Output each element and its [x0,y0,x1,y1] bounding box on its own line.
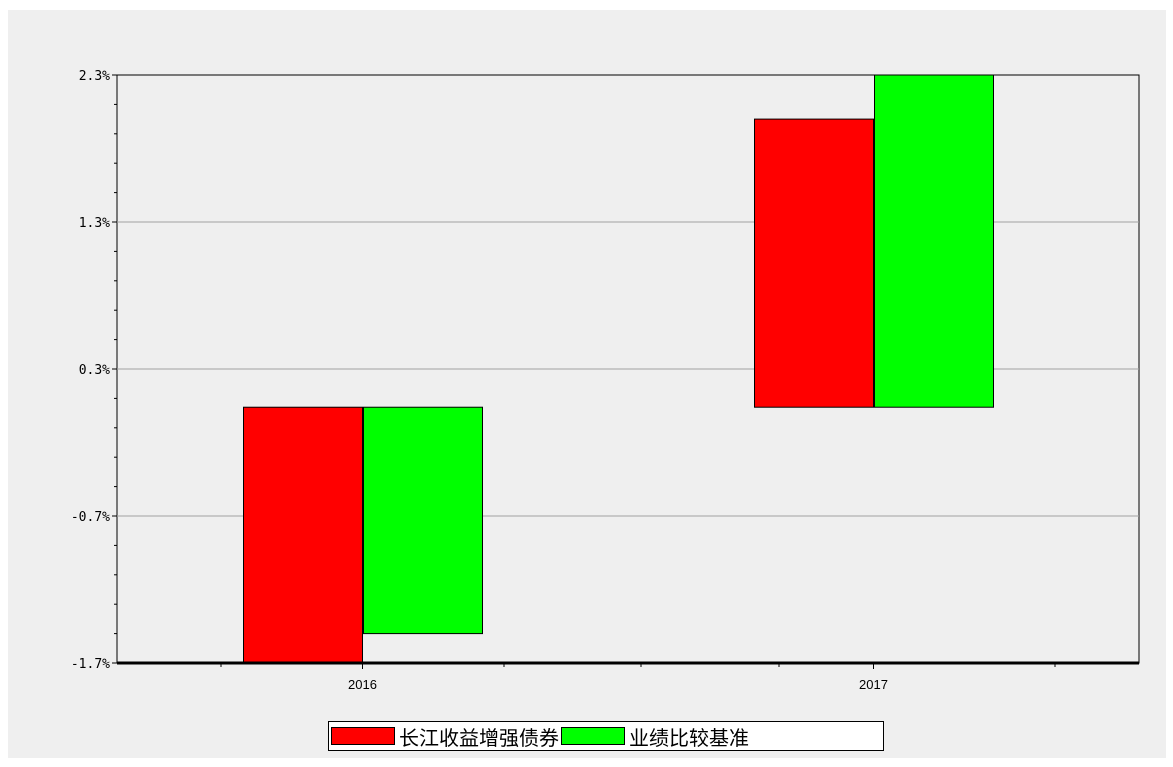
y-tick-label: -1.7% [71,657,110,672]
tick-labels: 2.3% 1.3% 0.3% -0.7% -1.7% 2016 2017 [71,69,888,692]
chart-frame: 2.3% 1.3% 0.3% -0.7% -1.7% 2016 2017 长江收益增强债券 … [8,10,1166,758]
bar-chart: 2.3% 1.3% 0.3% -0.7% -1.7% 2016 2017 [71,69,1140,692]
y-tick-label: -0.7% [71,510,110,525]
y-tick-label: 1.3% [79,216,110,231]
bar-2017-series-0 [754,118,874,408]
legend-label-benchmark: 业绩比较基准 [629,725,749,750]
bar-2017-series-1 [874,74,994,408]
legend-label-fund: 长江收益增强债券 [399,725,559,750]
bar-2016-series-1 [363,406,483,635]
bar-2016-series-0 [243,406,363,664]
legend-item-fund: 长江收益增强债券 [331,722,559,751]
bars [243,74,994,664]
y-tick-label: 2.3% [79,69,110,84]
legend-item-benchmark: 业绩比较基准 [561,722,749,751]
y-tick-label: 0.3% [79,363,110,378]
legend-swatch-fund [331,727,395,745]
x-tick-label: 2017 [859,677,888,692]
x-tick-label: 2016 [348,677,377,692]
legend-swatch-benchmark [561,727,625,745]
legend: 长江收益增强债券 业绩比较基准 [328,721,884,751]
axes [112,74,1139,669]
